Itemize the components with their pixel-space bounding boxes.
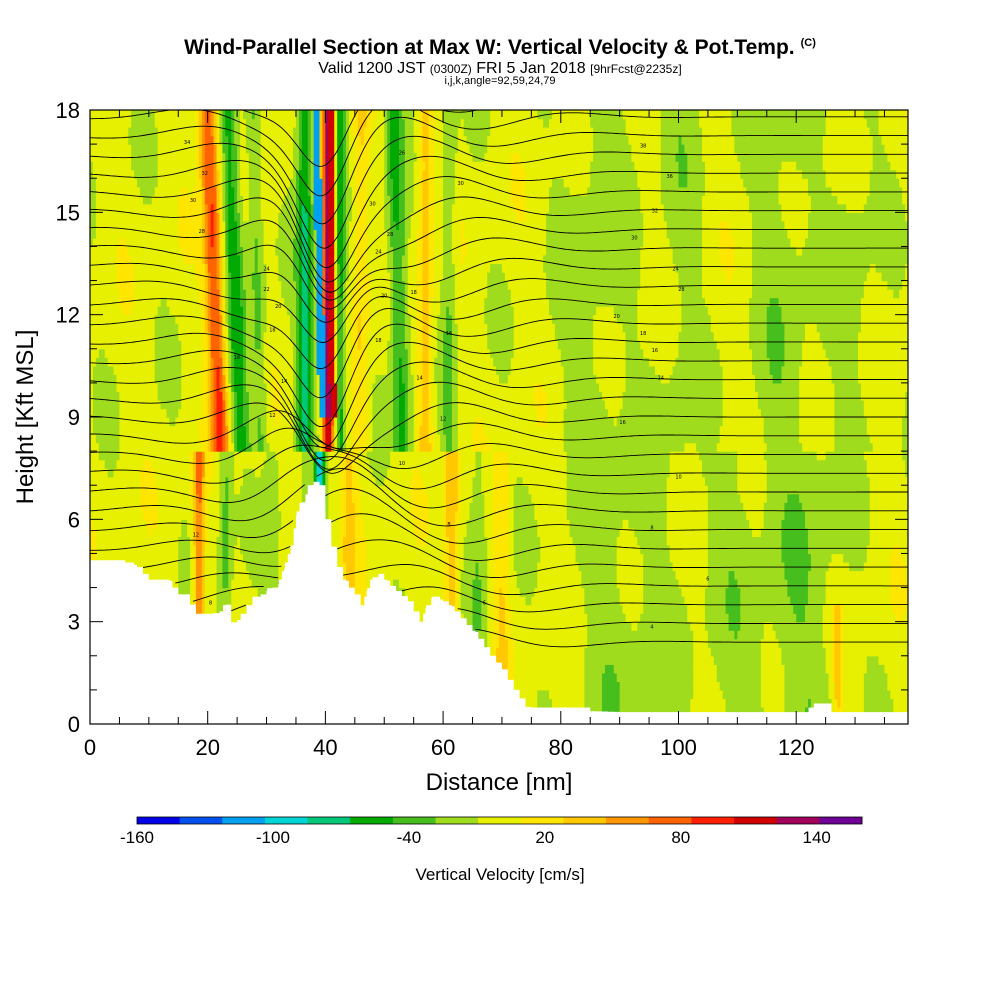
velocity-cell [249, 596, 253, 605]
cross-section-chart: 1281214161820222428303234263030282420181… [0, 0, 1000, 1000]
